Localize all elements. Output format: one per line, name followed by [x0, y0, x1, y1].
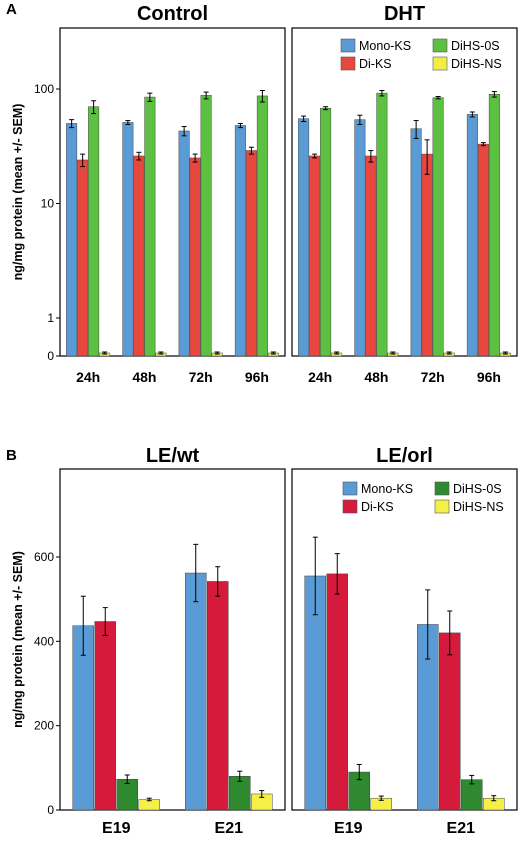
- bar-di-ks: [94, 621, 116, 811]
- y-axis-label-a: ng/mg protein (mean +/- SEM): [11, 104, 25, 281]
- y-tick-label: 1: [47, 311, 54, 325]
- legend-swatch-di-ks: [340, 56, 356, 71]
- legend-label-dihs-0s: DiHS-0S: [453, 482, 502, 496]
- x-tick-label: 72h: [189, 369, 213, 385]
- x-tick-label: 72h: [421, 369, 445, 385]
- y-tick-label: 400: [34, 634, 54, 648]
- bar-dihs-0s: [432, 97, 444, 357]
- bar-dihs-0s: [200, 95, 212, 357]
- legend-swatch-di-ks: [342, 499, 358, 514]
- plot-frame: [291, 27, 518, 357]
- bar-di-ks: [189, 157, 201, 357]
- bar-mono-ks: [234, 125, 246, 357]
- chart-a: ng/mg protein (mean +/- SEM) 0 1 10 100 Contr…: [11, 3, 518, 385]
- legend-label-dihs-0s: DiHS-0S: [451, 39, 500, 53]
- bar-di-ks: [477, 143, 489, 357]
- legend-label-mono-ks: Mono-KS: [359, 39, 411, 53]
- x-tick-label: 96h: [477, 369, 501, 385]
- y-tick-label: 0: [47, 803, 54, 817]
- legend-swatch-mono-ks: [340, 38, 356, 53]
- x-tick-label: E19: [334, 820, 363, 837]
- bar-mono-ks: [185, 572, 207, 811]
- bar-dihs-0s: [488, 93, 500, 357]
- panel-b-label: B: [6, 447, 17, 464]
- x-tick-label: E19: [102, 820, 131, 837]
- legend-label-mono-ks: Mono-KS: [361, 482, 413, 496]
- x-tick-label: 48h: [132, 369, 156, 385]
- legend-label-dihs-ns: DiHS-NS: [451, 57, 502, 71]
- bar-mono-ks: [354, 119, 366, 357]
- bar-di-ks: [326, 573, 348, 811]
- legend-swatch-dihs-0s: [432, 38, 448, 53]
- bar-mono-ks: [466, 114, 478, 357]
- bar-mono-ks: [298, 118, 310, 357]
- legend-swatch-mono-ks: [342, 481, 358, 496]
- legend-swatch-dihs-ns: [432, 56, 448, 71]
- y-tick-label: 600: [34, 550, 54, 564]
- x-tick-label: E21: [447, 820, 476, 837]
- bar-dihs-0s: [256, 95, 268, 357]
- bar-di-ks: [133, 155, 145, 357]
- bar-di-ks: [207, 581, 229, 811]
- chart-b: ng/mg protein (mean +/- SEM) 0 200 400 600 LE…: [11, 445, 518, 837]
- x-tick-label: 48h: [364, 369, 388, 385]
- legend-label-di-ks: Di-KS: [361, 500, 394, 514]
- facet-title: Control: [137, 3, 208, 25]
- bar-di-ks: [245, 150, 257, 357]
- legend-swatch-dihs-ns: [434, 499, 450, 514]
- legend-label-di-ks: Di-KS: [359, 57, 392, 71]
- bar-di-ks: [309, 155, 321, 357]
- bar-mono-ks: [66, 123, 78, 357]
- x-tick-label: 96h: [245, 369, 269, 385]
- bar-dihs-0s: [88, 106, 100, 357]
- facet-title: LE/orl: [376, 445, 433, 467]
- legend-swatch-dihs-0s: [434, 481, 450, 496]
- bar-di-ks: [77, 159, 89, 357]
- bar-mono-ks: [122, 122, 134, 357]
- y-tick-label: 0: [47, 349, 54, 363]
- x-tick-label: E21: [215, 820, 244, 837]
- facet-title: LE/wt: [146, 445, 200, 467]
- plot-frame: [291, 468, 518, 811]
- y-axis-label-b: ng/mg protein (mean +/- SEM): [11, 551, 25, 728]
- x-tick-label: 24h: [76, 369, 100, 385]
- bar-dihs-0s: [376, 92, 388, 357]
- bar-di-ks: [365, 155, 377, 357]
- bar-dihs-0s: [320, 107, 332, 357]
- panel-a-label: A: [6, 1, 17, 18]
- legend-label-dihs-ns: DiHS-NS: [453, 500, 504, 514]
- bar-mono-ks: [410, 128, 422, 357]
- y-tick-label: 10: [41, 197, 55, 211]
- facet-title: DHT: [384, 3, 425, 25]
- y-tick-label: 100: [34, 82, 54, 96]
- x-tick-label: 24h: [308, 369, 332, 385]
- bar-di-ks: [421, 153, 433, 357]
- bar-di-ks: [439, 632, 461, 811]
- bar-mono-ks: [178, 130, 190, 357]
- y-tick-label: 200: [34, 719, 54, 733]
- bar-dihs-0s: [144, 96, 156, 357]
- plot-frame: [59, 468, 286, 811]
- plot-frame: [59, 27, 286, 357]
